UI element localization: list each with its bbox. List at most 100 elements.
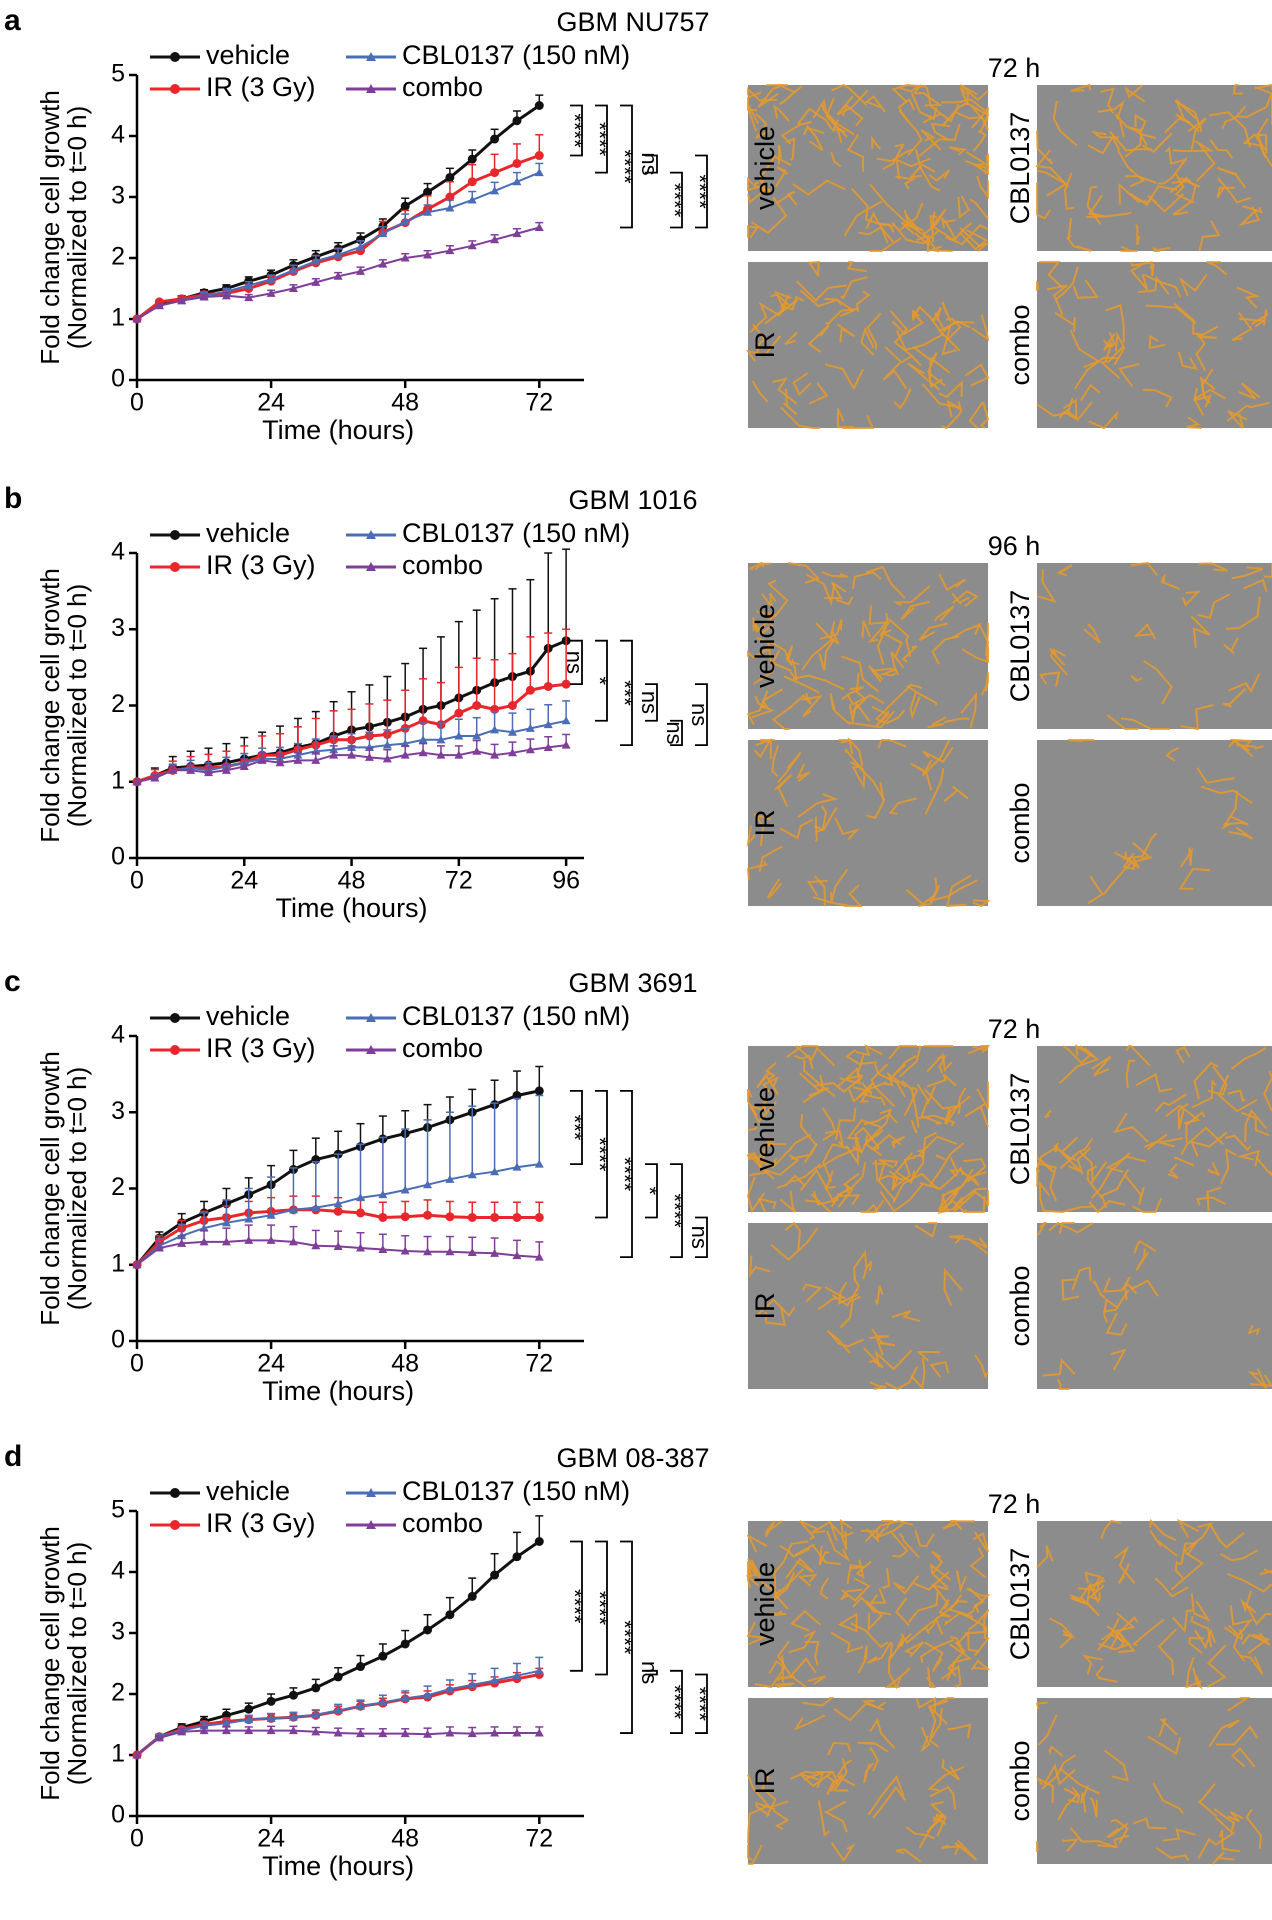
x-tick-label: 24 [257, 1350, 285, 1378]
x-tick-label: 0 [130, 1825, 144, 1853]
data-point [382, 740, 392, 749]
legend-label: IR (3 Gy) [206, 72, 316, 102]
cell-outline [817, 1800, 830, 1837]
significance-label: **** [612, 149, 637, 184]
cell-outline [1172, 186, 1197, 216]
cell-outline [857, 1741, 889, 1753]
cell-outline [925, 1667, 937, 1688]
cell-outline [832, 1758, 849, 1792]
error-bar [378, 1136, 387, 1195]
error-bar [508, 652, 517, 706]
data-point [288, 1690, 298, 1700]
cell-outline [1106, 1822, 1129, 1839]
data-point [490, 134, 500, 144]
cell-outline [853, 1249, 868, 1280]
cell-outline [777, 751, 802, 784]
cell-outline [866, 1108, 893, 1143]
data-point [378, 1729, 388, 1738]
data-point [423, 207, 433, 216]
cell-outline [1180, 1126, 1224, 1156]
data-point [423, 1210, 433, 1220]
cell-outline [1230, 1046, 1267, 1070]
cell-outline [788, 1629, 817, 1654]
cell-outline [1192, 1667, 1203, 1690]
cell-outline [777, 1675, 796, 1682]
cell-outline [847, 736, 864, 766]
error-bar [490, 659, 499, 710]
cell-outline [889, 1641, 905, 1662]
micrograph [746, 561, 990, 730]
cell-outline [767, 579, 789, 618]
chart-title: GBM 08-387 [556, 1443, 709, 1473]
y-axis-title: (Normalized to t=0 h) [62, 106, 92, 349]
data-point [490, 1212, 500, 1222]
cell-outline [1069, 1579, 1106, 1606]
cell-outline [749, 1101, 777, 1124]
cell-outline [1125, 1045, 1151, 1067]
cell-outline [1213, 1808, 1236, 1834]
cell-outline [1088, 1584, 1105, 1602]
cell-outline [1114, 1545, 1136, 1584]
significance-bracket [620, 1090, 633, 1259]
data-point [288, 1237, 298, 1246]
significance-label: *** [612, 680, 637, 706]
cell-outline [1238, 382, 1261, 400]
cell-outline [829, 621, 840, 645]
cell-outline [882, 143, 905, 170]
cell-outline [1077, 1576, 1105, 1592]
cell-outline [772, 1809, 790, 1830]
cell-outline [796, 107, 833, 130]
cell-outline [941, 1844, 961, 1856]
cell-outline [873, 1063, 906, 1098]
data-point [288, 1205, 298, 1214]
data-point [436, 735, 446, 744]
data-point [534, 1159, 544, 1168]
y-tick-label: 0 [111, 365, 125, 393]
data-point [445, 1247, 455, 1256]
cell-outline [761, 592, 777, 609]
cell-outline [1042, 1357, 1076, 1377]
cell-outline [898, 110, 923, 157]
cell-outline [764, 1520, 783, 1538]
data-point [436, 750, 446, 759]
data-point [512, 1552, 522, 1562]
cell-outline [972, 899, 991, 908]
cell-outline [829, 692, 851, 726]
cell-outline [1049, 648, 1069, 676]
legend-label: combo [402, 1508, 483, 1538]
x-tick-label: 72 [525, 1825, 553, 1853]
cell-outline [825, 1530, 851, 1562]
cell-outline [760, 155, 792, 191]
cell-outline [785, 137, 796, 162]
data-point [467, 177, 477, 187]
cell-outline [818, 1147, 861, 1170]
significance-bracket [645, 1163, 658, 1219]
data-point [534, 101, 544, 110]
data-point [400, 253, 410, 262]
cell-outline [1095, 1665, 1118, 1683]
data-point [490, 168, 500, 178]
data-point [382, 754, 392, 763]
cell-outline [871, 1328, 896, 1347]
cell-outline [1142, 388, 1173, 408]
cell-outline [748, 561, 765, 571]
data-point [244, 1214, 254, 1223]
data-point [400, 1185, 410, 1194]
cell-outline [811, 1520, 838, 1542]
cell-outline [1067, 739, 1095, 743]
cell-outline [1177, 1102, 1189, 1130]
cell-outline [790, 1609, 822, 1632]
cell-outline [1123, 1174, 1145, 1205]
y-axis-title: Fold change cell growth [35, 568, 65, 843]
cell-outline [776, 1641, 807, 1688]
cell-outline [747, 1561, 753, 1589]
cell-outline [837, 1612, 858, 1633]
cell-outline [941, 1168, 974, 1213]
significance-bracket [645, 154, 658, 174]
cell-outline [960, 691, 978, 729]
cell-outline [803, 1771, 825, 1789]
cell-outline [871, 705, 890, 727]
cell-outline [1090, 1152, 1131, 1199]
cell-outline [1116, 148, 1146, 188]
